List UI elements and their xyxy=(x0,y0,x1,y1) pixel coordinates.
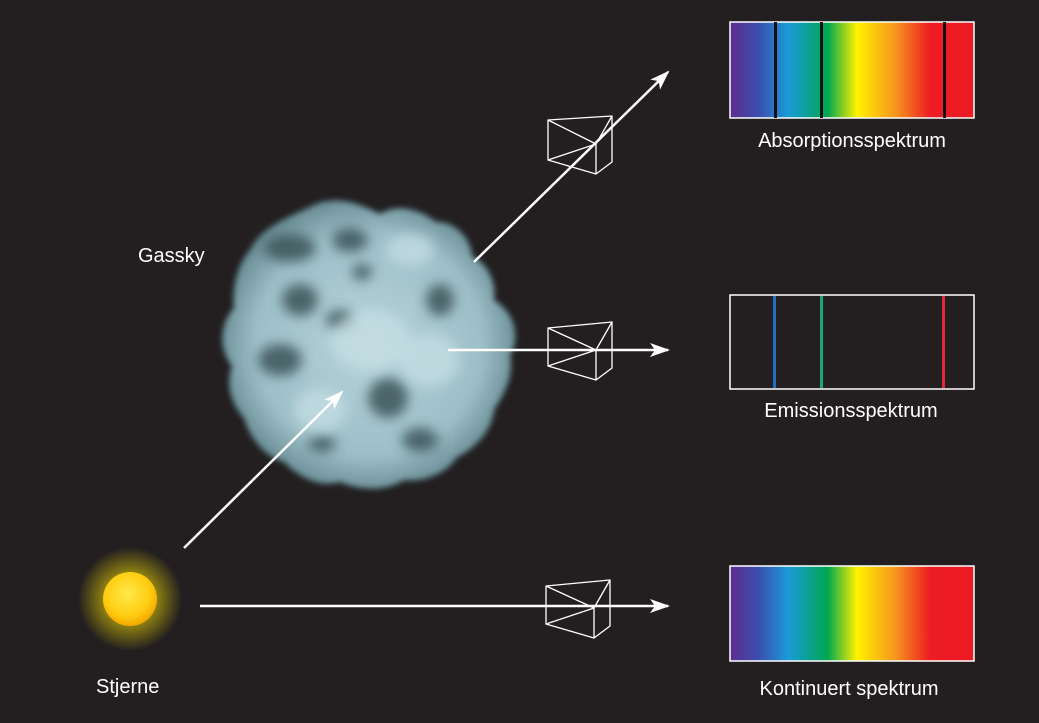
gas-cloud-icon xyxy=(221,199,517,490)
emission-line-red xyxy=(942,296,945,388)
emission-spectrum-label: Emissionsspektrum xyxy=(764,400,938,422)
emission-line-blue xyxy=(773,296,776,388)
star-label: Stjerne xyxy=(96,676,160,698)
absorption-line-blue xyxy=(774,22,777,118)
prism-absorption xyxy=(547,115,613,175)
gas-cloud-label: Gassky xyxy=(138,245,205,267)
absorption-line-red xyxy=(943,22,946,118)
prism-continuous xyxy=(545,579,611,639)
emission-line-green xyxy=(820,296,823,388)
absorption-spectrum xyxy=(729,21,975,119)
continuous-spectrum xyxy=(729,565,975,662)
emission-spectrum xyxy=(729,294,975,390)
prism-icon xyxy=(545,115,613,639)
continuous-spectrum-label: Kontinuert spektrum xyxy=(759,678,939,700)
absorption-spectrum-label: Absorptionsspektrum xyxy=(758,130,946,152)
prism-emission xyxy=(547,321,613,381)
absorption-line-green xyxy=(820,22,823,118)
arrow-star-to-cloud xyxy=(183,390,344,549)
star-icon xyxy=(78,547,182,651)
